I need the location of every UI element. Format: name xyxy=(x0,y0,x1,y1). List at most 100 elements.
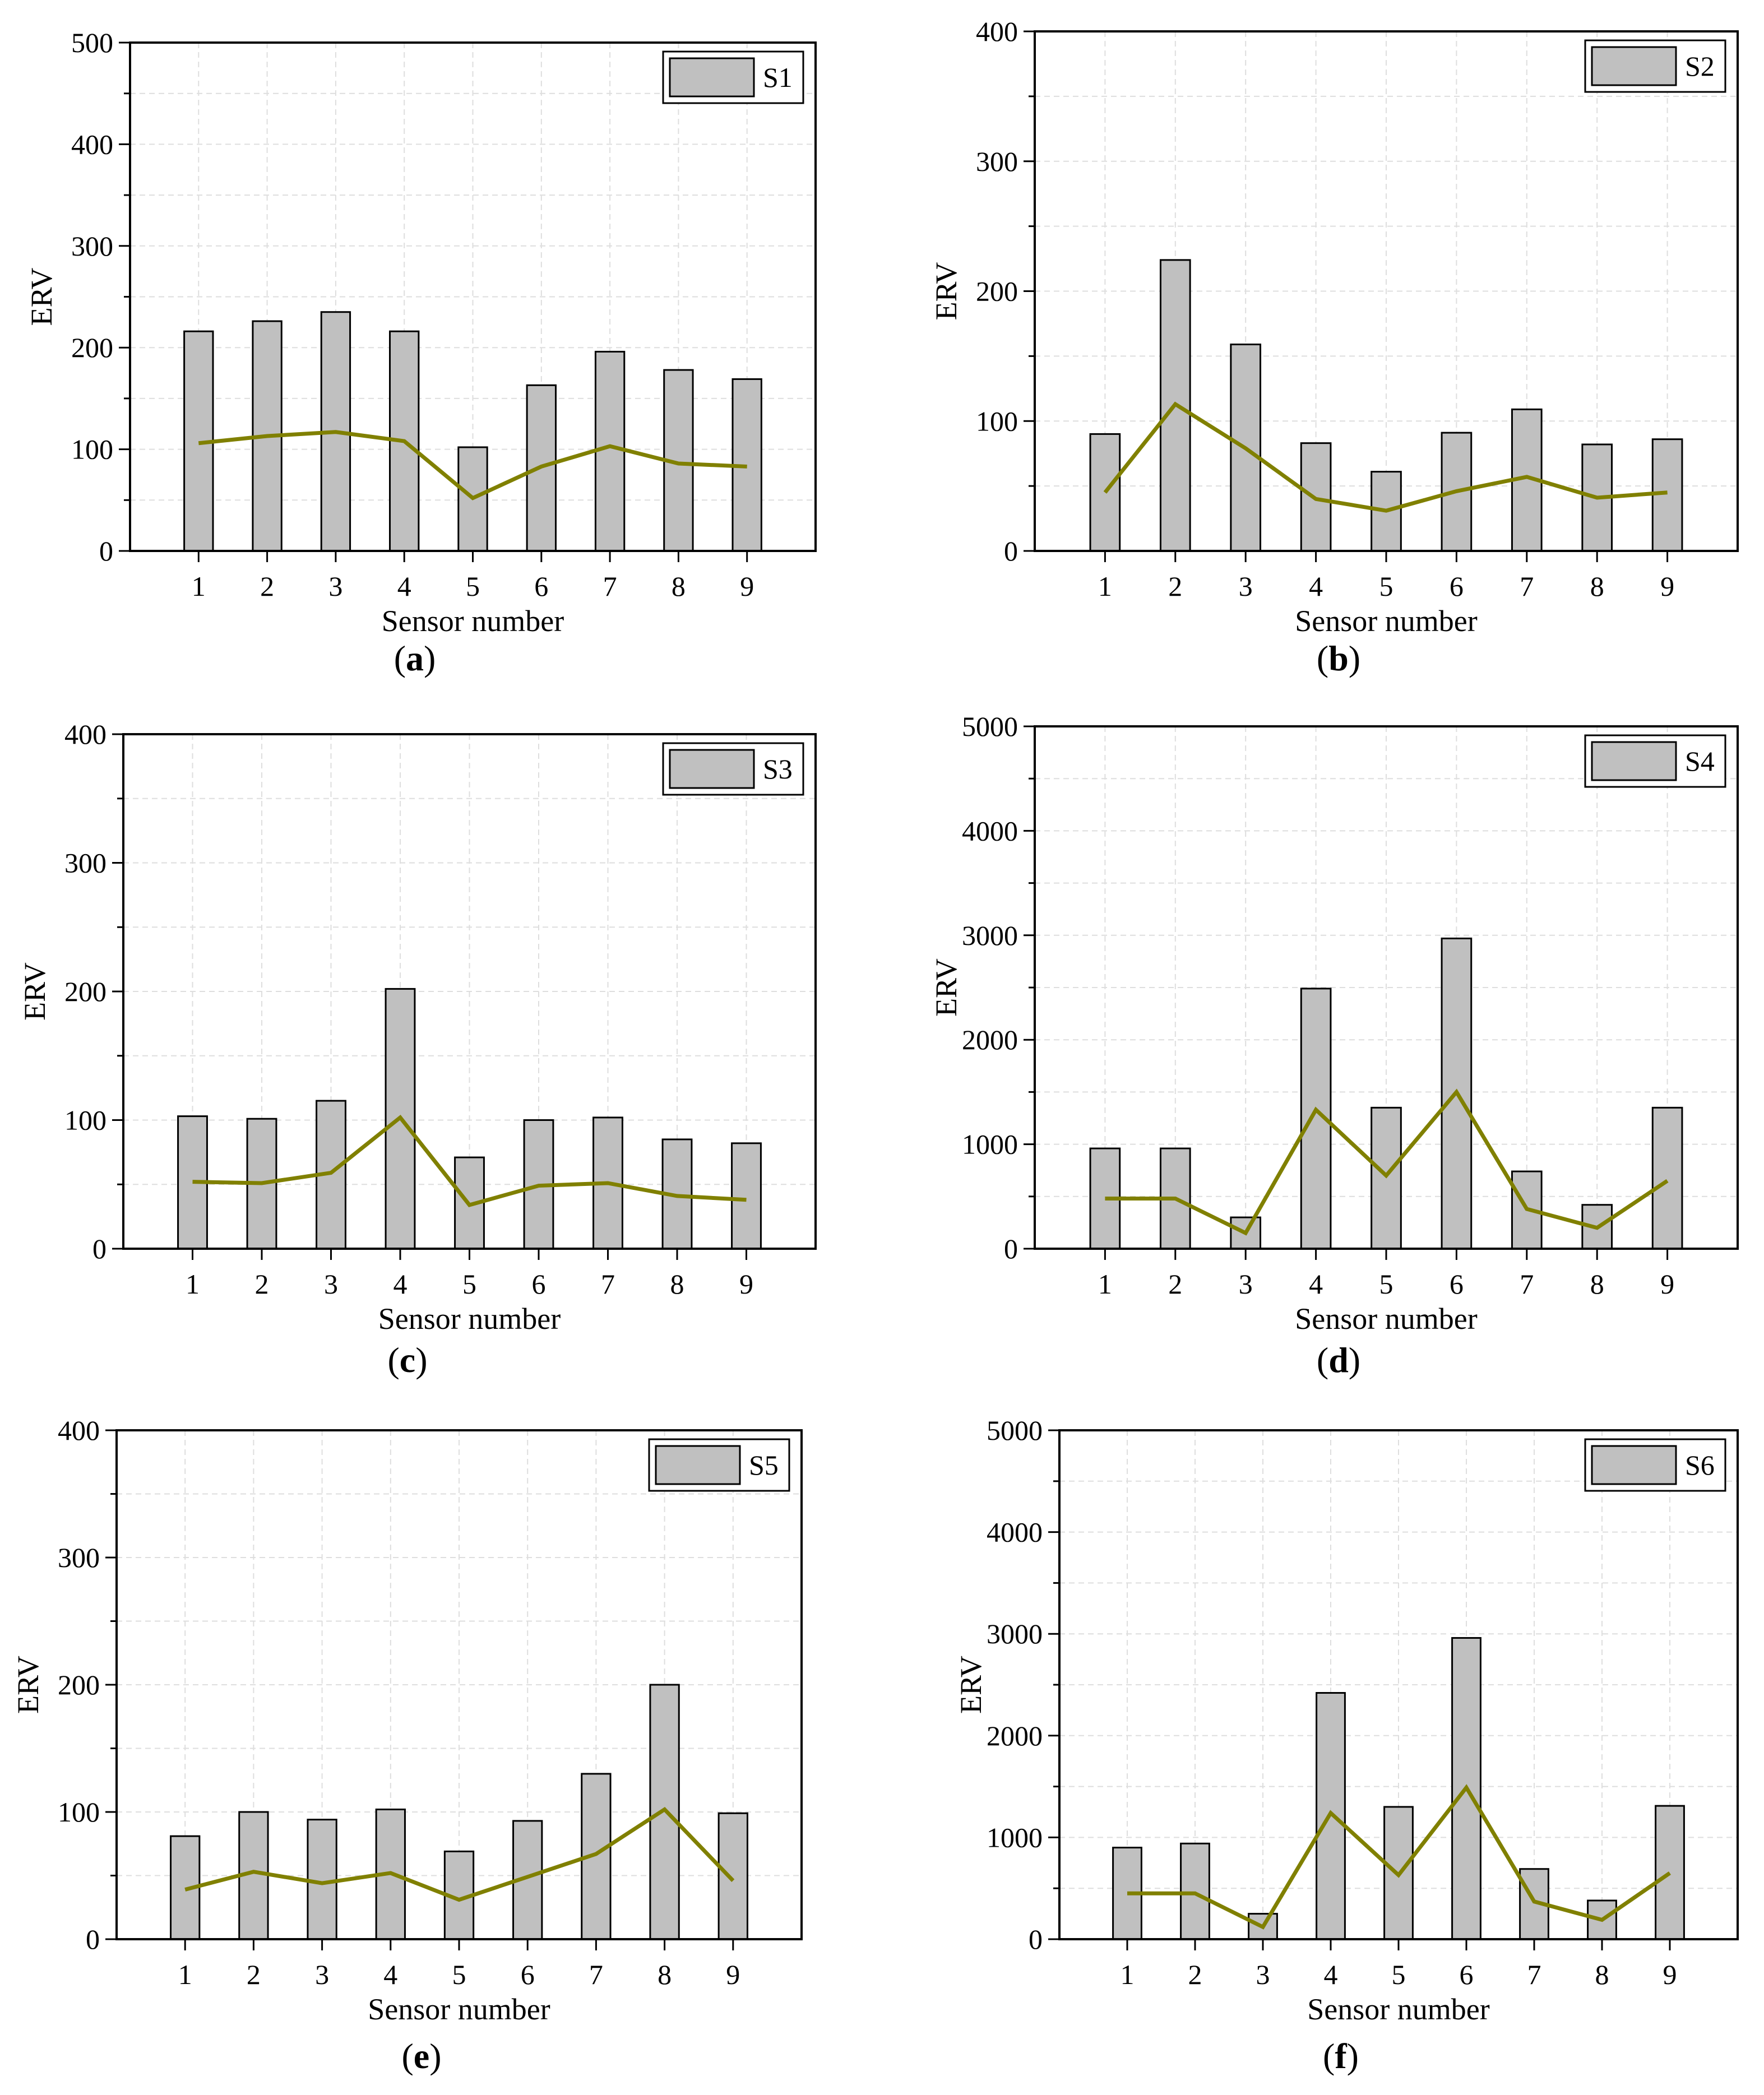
y-tick-label: 1000 xyxy=(962,1129,1018,1160)
chart-panel-f: 0 1000 2000 3000 4000 5000 1 2 3 4 5 6 7 8 9 Sensor num… xyxy=(954,1415,1739,2076)
y-tick-label: 0 xyxy=(1004,535,1018,567)
x-tick-label: 3 xyxy=(328,571,342,602)
x-tick-label: 1 xyxy=(186,1268,200,1300)
legend-label: S2 xyxy=(1685,50,1715,82)
y-tick-label: 400 xyxy=(71,128,113,160)
y-tick-label: 0 xyxy=(1029,1923,1043,1955)
legend-label: S1 xyxy=(763,62,793,93)
panel-caption-letter: e xyxy=(414,2036,429,2076)
y-tick-label: 1000 xyxy=(987,1821,1043,1853)
legend: S4 xyxy=(1584,734,1726,788)
y-axis-title: ERV xyxy=(11,1656,45,1714)
x-tick-label: 7 xyxy=(1527,1959,1541,1990)
x-tick-label: 6 xyxy=(1460,1959,1474,1990)
x-tick-label: 1 xyxy=(192,571,206,602)
line-series xyxy=(192,1114,747,1207)
chart-panel-c: 0 100 200 300 400 1 2 3 4 5 6 7 8 9 Sensor number ERV S3… xyxy=(18,719,817,1380)
x-tick-label: 3 xyxy=(315,1959,329,1990)
x-tick-label: 8 xyxy=(670,1268,684,1300)
line-series xyxy=(1127,1784,1671,1930)
legend: S1 xyxy=(662,50,804,104)
y-tick-label: 3000 xyxy=(962,920,1018,951)
y-tick-label: 100 xyxy=(64,1105,107,1136)
y-tick-label: 300 xyxy=(58,1542,100,1573)
y-tick-label: 500 xyxy=(71,27,113,58)
chart-panel-b: 0 100 200 300 400 1 2 3 4 5 6 7 8 9 Sensor number ERV S2… xyxy=(929,16,1739,678)
x-tick-label: 3 xyxy=(1239,1268,1253,1300)
chart-panel-e: 0 100 200 300 400 1 2 3 4 5 6 7 8 9 Sensor number ERV S5… xyxy=(11,1415,803,2076)
legend-swatch xyxy=(669,749,755,789)
x-axis-title: Sensor number xyxy=(1295,604,1477,638)
x-tick-label: 8 xyxy=(1590,1268,1604,1300)
panel-caption: (f) xyxy=(1323,2036,1359,2076)
panel-caption: (b) xyxy=(1317,638,1360,678)
x-tick-label: 4 xyxy=(1309,571,1323,602)
x-tick-label: 7 xyxy=(1520,571,1534,602)
x-tick-label: 6 xyxy=(534,571,548,602)
x-tick-label: 2 xyxy=(247,1959,261,1990)
panel-caption: (d) xyxy=(1317,1340,1360,1380)
panel-caption-letter: d xyxy=(1328,1340,1349,1380)
x-axis-title: Sensor number xyxy=(1307,1992,1489,2026)
y-tick-label: 2000 xyxy=(962,1024,1018,1055)
legend-label: S4 xyxy=(1685,745,1715,777)
panel-caption-letter: c xyxy=(400,1340,415,1380)
x-tick-label: 9 xyxy=(726,1959,740,1990)
chart-panel-d: 0 1000 2000 3000 4000 5000 1 2 3 4 5 6 7 8 9 Sensor num… xyxy=(929,711,1739,1380)
x-tick-label: 4 xyxy=(1309,1268,1323,1300)
y-tick-label: 3000 xyxy=(987,1618,1043,1649)
line-series xyxy=(1103,401,1668,513)
y-axis-title: ERV xyxy=(929,958,963,1017)
y-axis-title: ERV xyxy=(929,262,963,321)
x-tick-label: 7 xyxy=(603,571,617,602)
grid xyxy=(1035,726,1738,1249)
y-tick-label: 0 xyxy=(99,535,113,567)
y-tick-label: 300 xyxy=(71,230,113,262)
y-tick-label: 100 xyxy=(58,1796,100,1828)
x-tick-label: 9 xyxy=(1663,1959,1677,1990)
bar-sensor-4 xyxy=(1300,442,1332,552)
y-tick-label: 4000 xyxy=(962,815,1018,846)
legend-label: S3 xyxy=(763,753,793,785)
bar-sensor-9 xyxy=(717,1812,748,1940)
line-series xyxy=(1105,1088,1669,1236)
x-tick-label: 5 xyxy=(1379,571,1393,602)
chart-panel-a: 0 100 200 300 400 500 1 2 3 4 5 6 7 8 9 Sensor number ER… xyxy=(25,27,817,678)
y-tick-label: 100 xyxy=(976,405,1018,437)
y-axis-title: ERV xyxy=(25,268,58,326)
x-tick-label: 6 xyxy=(532,1268,546,1300)
x-tick-label: 4 xyxy=(397,571,411,602)
y-tick-label: 5000 xyxy=(987,1415,1043,1446)
y-tick-label: 300 xyxy=(64,847,107,879)
y-tick-label: 300 xyxy=(976,146,1018,177)
x-tick-label: 3 xyxy=(1239,571,1253,602)
legend: S6 xyxy=(1584,1438,1726,1492)
y-tick-label: 200 xyxy=(976,276,1018,307)
x-axis-title: Sensor number xyxy=(378,1302,561,1336)
bar-sensor-9 xyxy=(1651,1106,1683,1250)
y-tick-label: 400 xyxy=(64,719,107,750)
x-tick-label: 2 xyxy=(1168,571,1182,602)
x-tick-label: 2 xyxy=(260,571,274,602)
legend: S2 xyxy=(1584,39,1726,93)
panel-caption-letter: a xyxy=(406,638,424,678)
x-tick-label: 7 xyxy=(589,1959,603,1990)
legend: S5 xyxy=(648,1438,790,1492)
x-tick-label: 1 xyxy=(178,1959,192,1990)
legend-label: S6 xyxy=(1685,1449,1715,1481)
bar-sensor-9 xyxy=(731,1142,762,1250)
bar-sensor-3 xyxy=(307,1819,337,1940)
x-axis-title: Sensor number xyxy=(382,604,564,638)
y-tick-label: 5000 xyxy=(962,711,1018,742)
x-tick-label: 4 xyxy=(393,1268,408,1300)
panel-caption: (a) xyxy=(394,638,436,678)
x-axis-title: Sensor number xyxy=(368,1992,550,2026)
legend-label: S5 xyxy=(749,1449,779,1481)
x-tick-label: 5 xyxy=(466,571,480,602)
y-tick-label: 0 xyxy=(1004,1233,1018,1264)
legend: S3 xyxy=(662,742,804,796)
y-tick-label: 400 xyxy=(976,16,1018,47)
x-tick-label: 9 xyxy=(740,571,754,602)
legend-swatch xyxy=(655,1445,741,1485)
x-tick-label: 8 xyxy=(1590,571,1604,602)
